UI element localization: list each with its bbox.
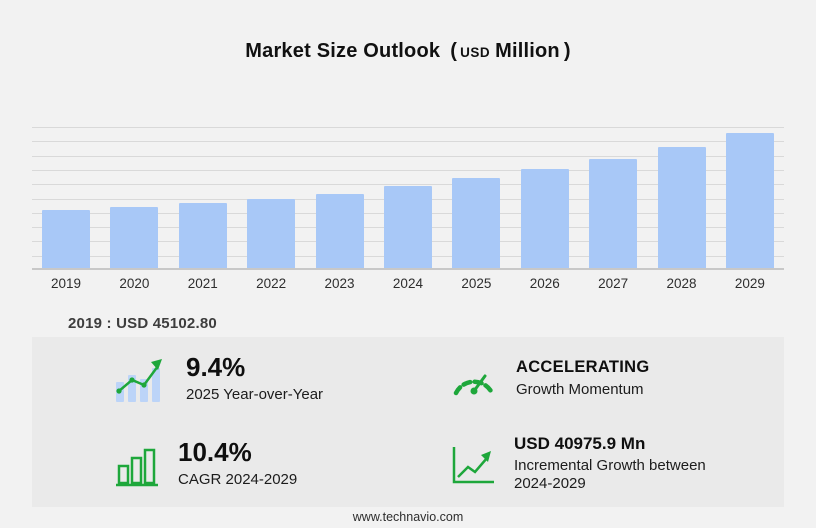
yoy-growth-icon [114, 356, 168, 404]
bar-2019 [42, 210, 90, 268]
stat-momentum-label: Growth Momentum [516, 380, 644, 398]
bar-2027 [589, 158, 638, 268]
stat-cagr-label: CAGR 2024-2029 [178, 470, 298, 488]
title-unit: Million [495, 40, 560, 62]
stat-yoy: 9.4% 2025 Year-over-Year [32, 337, 408, 422]
bar-chart [32, 127, 784, 270]
stat-momentum-text: ACCELERATING Growth Momentum [516, 359, 649, 399]
speedometer-icon [450, 362, 498, 398]
stat-cagr-value: 10.4% [178, 437, 252, 468]
x-tick-2020: 2020 [119, 276, 150, 291]
stat-cagr: 10.4% CAGR 2024-2029 [32, 422, 408, 507]
gridline [32, 184, 784, 186]
bar-2021 [178, 203, 227, 268]
x-tick-2023: 2023 [324, 276, 355, 291]
stat-yoy-label: 2025 Year-over-Year [186, 385, 324, 403]
bar-2026 [520, 168, 569, 268]
chart-title: Market Size Outlook (USD Million) [0, 40, 816, 63]
bar-2029 [725, 133, 774, 268]
x-tick-2029: 2029 [734, 276, 765, 291]
gridline [32, 155, 784, 157]
gridline [32, 169, 784, 171]
x-axis-labels: 2019 2020 2021 2022 2023 2024 2025 2026 2027 2028… [32, 270, 784, 291]
gridline [32, 141, 784, 143]
chart-region: 2019 2020 2021 2022 2023 2024 2025 2026 2027 2028… [32, 127, 784, 291]
x-tick-2026: 2026 [529, 276, 560, 291]
stat-incremental-label: Incremental Growth between 2024-2029 [514, 456, 706, 493]
stat-incremental-value: USD 40975.9 Mn [514, 433, 646, 453]
title-paren-close: ) [563, 40, 571, 62]
gridline [32, 127, 784, 128]
x-tick-2027: 2027 [598, 276, 629, 291]
stat-momentum-value: ACCELERATING [516, 358, 650, 377]
bar-2023 [315, 193, 364, 268]
bar-2025 [452, 178, 501, 268]
incremental-growth-icon [450, 444, 496, 486]
stat-yoy-text: 9.4% 2025 Year-over-Year [186, 354, 323, 404]
cagr-bars-icon [114, 442, 160, 488]
stat-incremental-text: USD 40975.9 Mn Incremental Growth betwee… [514, 433, 709, 494]
stat-incremental: USD 40975.9 Mn Incremental Growth betwee… [408, 422, 784, 507]
stat-cagr-text: 10.4% CAGR 2024-2029 [178, 439, 297, 489]
x-tick-2024: 2024 [392, 276, 423, 291]
bar-2024 [383, 185, 432, 268]
bar-2028 [657, 147, 706, 268]
x-tick-2028: 2028 [666, 276, 697, 291]
x-tick-2019: 2019 [50, 276, 82, 291]
title-main: Market Size Outlook [245, 40, 441, 62]
title-currency: USD [460, 45, 491, 60]
title-paren-open: ( [450, 40, 458, 62]
x-tick-2021: 2021 [187, 276, 218, 291]
footer-url: www.technavio.com [352, 510, 464, 524]
base-year-annotation: 2019 : USD 45102.80 [68, 315, 217, 332]
x-tick-2022: 2022 [256, 276, 287, 291]
x-tick-2025: 2025 [461, 276, 492, 291]
bar-2020 [110, 206, 159, 268]
stat-momentum: ACCELERATING Growth Momentum [408, 337, 784, 422]
stats-panel: 9.4% 2025 Year-over-Year ACCELERATING Gr… [32, 337, 784, 507]
stat-yoy-value: 9.4% [186, 352, 246, 383]
bar-2022 [247, 198, 296, 268]
